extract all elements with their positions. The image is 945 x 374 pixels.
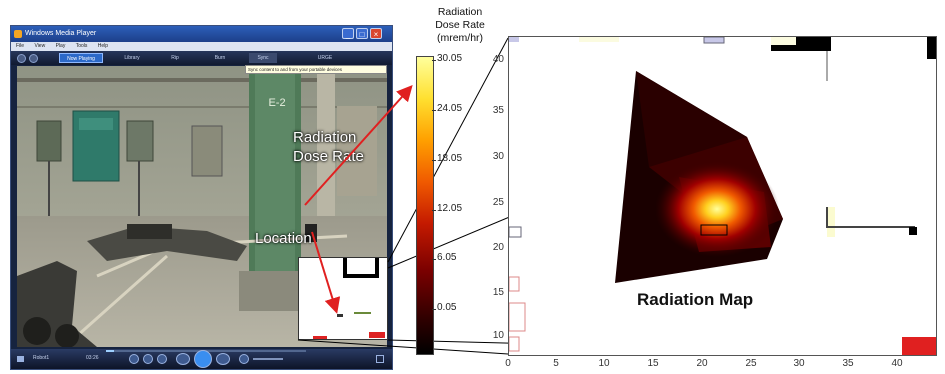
player-title-bar[interactable]: Windows Media Player _ □ × — [11, 26, 392, 42]
colorbar-tick-mark — [432, 160, 436, 161]
map-y-tick: 35 — [492, 105, 504, 116]
menu-play[interactable]: Play — [55, 43, 66, 49]
dose-rate-arrow — [304, 85, 413, 206]
player-title: Windows Media Player — [25, 30, 97, 37]
tab-sync[interactable]: Sync — [249, 53, 277, 63]
dose-rate-annotation-line1: Radiation — [293, 129, 357, 146]
menu-file[interactable]: File — [16, 43, 25, 49]
stop-icon[interactable] — [157, 354, 167, 364]
volume-slider[interactable] — [253, 358, 283, 360]
colorbar-tick-label: 18.05 — [437, 153, 463, 164]
map-x-tick: 30 — [793, 358, 805, 369]
map-y-tick: 40 — [492, 54, 504, 65]
menu-view[interactable]: View — [34, 43, 46, 49]
dose-rate-annotation: Radiation Dose Rate — [293, 128, 364, 166]
radiation-map-plot — [508, 36, 937, 356]
colorbar-tick-label: 24.05 — [437, 103, 463, 114]
fullscreen-icon[interactable] — [376, 355, 384, 363]
map-x-tick: 40 — [891, 358, 903, 369]
player-menu-bar: File View Play Tools Help — [11, 42, 392, 51]
menu-tools[interactable]: Tools — [75, 43, 88, 49]
dose-rate-annotation-line2: Dose Rate — [293, 148, 364, 165]
mute-icon[interactable] — [239, 354, 249, 364]
robot-video-scene: E-2 — [17, 66, 387, 347]
radiation-map-graphic — [509, 37, 936, 355]
colorbar-tick-mark — [432, 60, 436, 61]
location-annotation: Location — [255, 230, 312, 247]
time-display: 03:26 — [86, 355, 99, 361]
map-x-tick: 10 — [598, 358, 610, 369]
colorbar-title: Radiation Dose Rate (mrem/hr) — [400, 6, 520, 45]
map-y-tick: 20 — [492, 242, 504, 253]
maximize-button[interactable]: □ — [356, 28, 368, 39]
zoom-line-top-left — [387, 37, 509, 263]
sync-tooltip: Sync content to and from your portable d… — [245, 65, 387, 74]
map-y-tick: 10 — [492, 330, 504, 341]
colorbar-tick-mark — [432, 110, 436, 111]
shuffle-icon[interactable] — [129, 354, 139, 364]
app-icon — [14, 30, 22, 38]
colorbar-tick-mark — [432, 259, 436, 260]
colorbar-tick-label: 0.05 — [437, 302, 457, 313]
player-controls: Robot1 03:26 — [11, 349, 392, 369]
tab-burn[interactable]: Burn — [214, 55, 226, 61]
play-icon[interactable] — [194, 350, 212, 368]
map-x-tick: 0 — [505, 358, 511, 369]
close-button[interactable]: × — [370, 28, 382, 39]
colorbar-tick-label: 6.05 — [437, 252, 457, 263]
tab-library[interactable]: Library — [124, 55, 140, 61]
radiation-map-label: Radiation Map — [637, 290, 754, 309]
zoom-line-bottom-left — [297, 339, 509, 355]
column-label: E-2 — [268, 97, 285, 109]
tab-now-playing[interactable]: Now Playing — [59, 53, 103, 63]
view-mode-icon[interactable] — [17, 356, 24, 362]
minimize-button[interactable]: _ — [342, 28, 354, 39]
now-playing-title: Robot1 — [33, 355, 50, 361]
tab-rip[interactable]: Rip — [171, 55, 179, 61]
colorbar-tick-mark — [432, 210, 436, 211]
map-y-tick: 30 — [492, 151, 504, 162]
map-x-tick: 5 — [553, 358, 559, 369]
minimap-graphic — [313, 258, 385, 339]
colorbar-title-line1: Radiation — [437, 6, 483, 18]
colorbar-tick-label: 30.05 — [437, 53, 463, 64]
map-x-tick: 25 — [745, 358, 757, 369]
repeat-icon[interactable] — [143, 354, 153, 364]
colorbar-title-line2: Dose Rate — [435, 19, 485, 31]
map-x-tick: 35 — [842, 358, 854, 369]
map-x-tick: 20 — [696, 358, 708, 369]
previous-icon[interactable] — [176, 353, 190, 365]
forward-icon[interactable] — [29, 54, 38, 63]
colorbar — [416, 56, 434, 355]
location-minimap — [298, 257, 388, 340]
menu-help[interactable]: Help — [97, 43, 109, 49]
map-y-tick: 25 — [492, 197, 504, 208]
next-icon[interactable] — [216, 353, 230, 365]
media-player-window: Windows Media Player _ □ × File View Pla… — [10, 25, 393, 370]
player-nav-bar: Now Playing Library Rip Burn Sync URGE — [11, 51, 392, 65]
location-arrow — [311, 231, 341, 314]
tab-urge[interactable]: URGE — [317, 55, 333, 61]
colorbar-title-line3: (mrem/hr) — [436, 32, 484, 44]
colorbar-tick-label: 12.05 — [437, 203, 463, 214]
map-x-tick: 15 — [647, 358, 659, 369]
back-icon[interactable] — [17, 54, 26, 63]
seek-bar-fill — [106, 350, 114, 352]
colorbar-tick-mark — [432, 309, 436, 310]
map-y-tick: 15 — [492, 287, 504, 298]
